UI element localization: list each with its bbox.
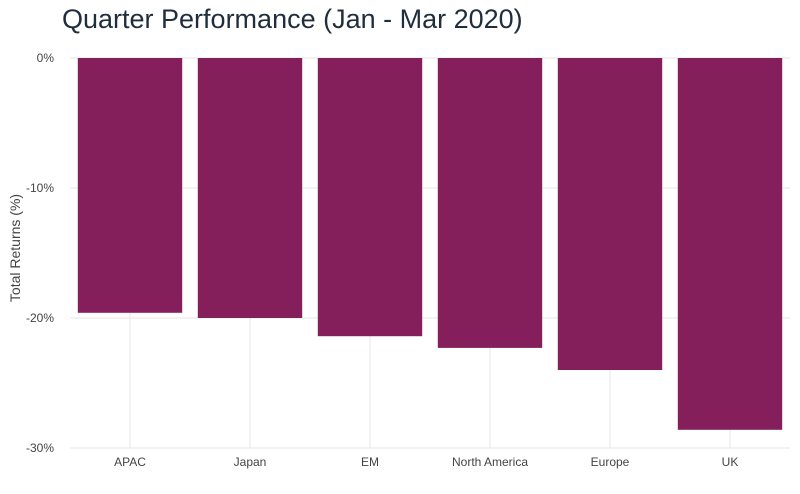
bar-uk (677, 58, 783, 430)
x-tick-labels: APAC Japan EM North America Europe UK (114, 455, 738, 469)
x-tick-label: EM (361, 455, 379, 469)
y-tick-labels: 0% -10% -20% -30% (26, 51, 54, 455)
chart-title: Quarter Performance (Jan - Mar 2020) (62, 4, 523, 34)
bar-apac (77, 58, 183, 313)
x-tick-label: Europe (591, 455, 630, 469)
y-tick-label: -10% (26, 181, 54, 195)
x-tick-label: UK (722, 455, 739, 469)
y-axis-label: Total Returns (%) (7, 194, 23, 302)
y-tick-label: -20% (26, 311, 54, 325)
bar-europe (557, 58, 663, 370)
y-tick-label: -30% (26, 441, 54, 455)
bar-north-america (437, 58, 543, 348)
y-tick-label: 0% (37, 51, 55, 65)
bar-em (317, 58, 423, 337)
bars (77, 58, 783, 430)
bar-japan (197, 58, 303, 318)
x-tick-label: APAC (114, 455, 146, 469)
x-tick-label: Japan (234, 455, 267, 469)
x-tick-label: North America (452, 455, 528, 469)
